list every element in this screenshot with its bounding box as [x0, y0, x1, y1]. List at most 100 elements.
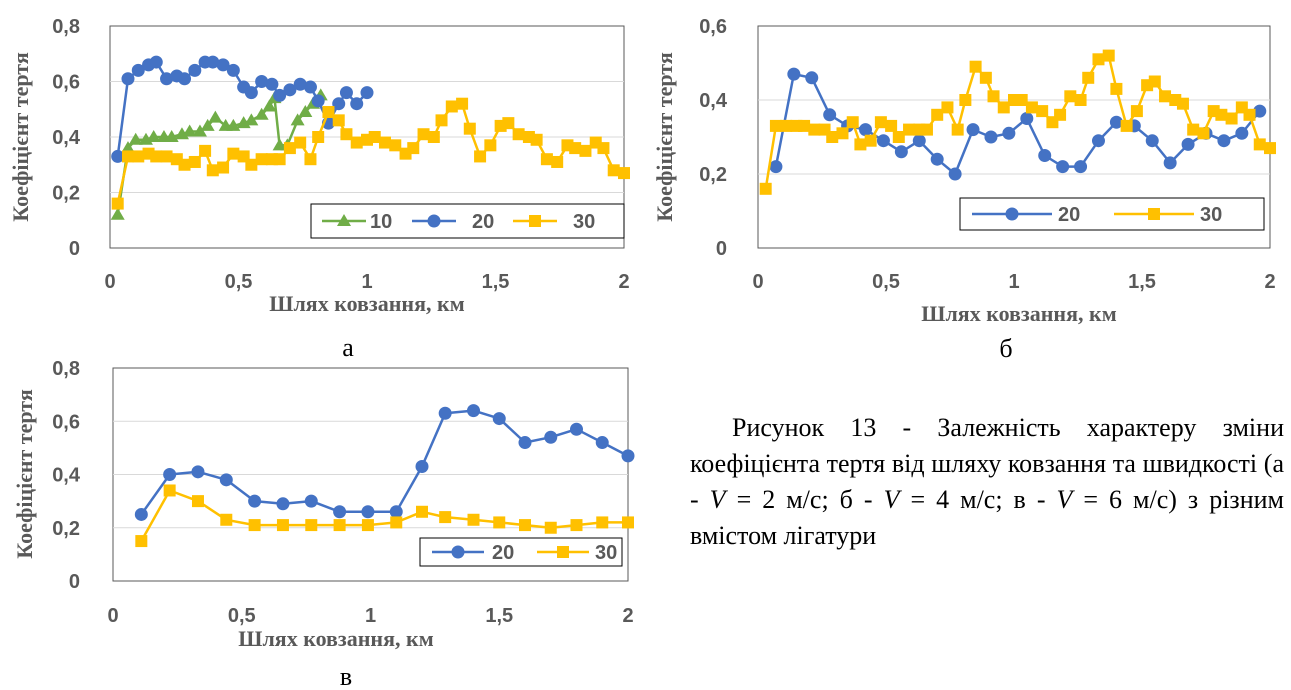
data-point — [435, 114, 448, 127]
data-point — [368, 131, 381, 143]
data-point — [1120, 119, 1133, 132]
data-point — [596, 516, 609, 529]
data-point — [298, 105, 313, 118]
series-30 — [135, 484, 634, 548]
caption-velocity-symbol-3: V — [1056, 485, 1073, 514]
data-point — [265, 77, 279, 91]
data-point — [502, 117, 515, 130]
data-point — [146, 130, 161, 142]
data-point — [1092, 53, 1105, 66]
data-point — [248, 519, 261, 532]
legend-marker-30 — [1148, 208, 1160, 220]
data-point — [244, 113, 259, 126]
panel-label: в — [340, 662, 352, 690]
y-tick-label: 0,2 — [52, 183, 80, 205]
series-20 — [111, 55, 374, 163]
data-point — [191, 465, 205, 479]
x-tick-label: 0,5 — [872, 271, 900, 293]
data-point — [854, 138, 867, 151]
x-tick-label: 0 — [107, 605, 118, 627]
data-point — [569, 142, 582, 155]
legend-label-30: 30 — [595, 542, 617, 564]
data-point — [276, 497, 290, 511]
y-tick-label: 0,4 — [52, 465, 81, 487]
data-point — [621, 449, 635, 463]
data-point — [607, 164, 620, 177]
data-point — [438, 406, 452, 420]
data-point — [874, 116, 887, 129]
data-point — [864, 134, 877, 147]
data-point — [836, 127, 849, 140]
data-point — [389, 139, 402, 152]
legend-marker-30 — [557, 546, 569, 558]
legend-marker-20 — [427, 214, 441, 228]
data-point — [333, 505, 347, 519]
data-point — [283, 142, 296, 155]
data-point — [912, 134, 926, 148]
x-axis-title: Шлях ковзання, км — [269, 291, 464, 316]
legend-label-20: 20 — [492, 542, 514, 564]
data-point — [350, 97, 364, 111]
data-point — [182, 124, 197, 137]
data-point — [474, 150, 487, 163]
x-axis-title: Шлях ковзання, км — [238, 626, 433, 651]
data-point — [769, 160, 783, 174]
data-point — [798, 119, 811, 132]
data-point — [597, 142, 610, 155]
data-point — [1264, 142, 1276, 155]
data-point — [876, 134, 890, 148]
legend-label-20: 20 — [472, 211, 494, 233]
data-point — [150, 150, 163, 163]
data-point — [805, 71, 819, 85]
data-point — [1020, 112, 1034, 125]
data-point — [1130, 105, 1143, 118]
data-point — [1091, 134, 1105, 148]
data-point — [311, 94, 325, 108]
legend-label-10: 10 — [370, 211, 392, 233]
legend-marker-20 — [451, 545, 465, 559]
data-point — [618, 167, 630, 180]
legend: 20 30 — [419, 537, 623, 567]
data-point — [920, 123, 933, 136]
legend-label-30: 30 — [573, 211, 595, 233]
data-point — [1082, 71, 1095, 84]
data-point — [389, 505, 403, 519]
data-point — [959, 94, 972, 106]
data-point — [494, 119, 507, 132]
data-point — [790, 119, 803, 132]
y-tick-label: 0,4 — [52, 127, 81, 149]
caption-part-3: = 4 м/с; в - — [899, 485, 1057, 514]
data-point — [111, 197, 124, 210]
y-tick-label: 0,2 — [52, 518, 80, 540]
data-point — [255, 153, 268, 166]
chart-panel-1: 0 0,2 0,4 0,6 0 0,5 1 1,5 2 Шлях ковзання, км Коеф… — [652, 16, 1276, 363]
data-point — [208, 110, 223, 123]
y-tick-label: 0 — [69, 571, 80, 593]
data-point — [206, 164, 219, 177]
y-tick-label: 0,8 — [52, 358, 80, 380]
data-point — [273, 88, 287, 102]
data-point — [570, 519, 583, 532]
data-point — [456, 97, 469, 110]
x-axis-title: Шлях ковзання, км — [921, 301, 1116, 326]
data-point — [1056, 160, 1070, 174]
x-tick-label: 2 — [618, 271, 629, 293]
data-point — [120, 141, 135, 154]
x-tick-label: 1,5 — [485, 605, 513, 627]
x-tick-label: 1,5 — [1128, 271, 1156, 293]
data-point — [969, 60, 982, 73]
data-point — [622, 516, 634, 529]
data-point — [1159, 90, 1172, 103]
data-point — [1074, 94, 1087, 106]
data-point — [1074, 160, 1088, 174]
data-point — [226, 63, 240, 77]
data-point — [121, 72, 135, 86]
data-point — [1197, 127, 1210, 140]
data-point — [1253, 138, 1266, 151]
data-point — [188, 63, 202, 77]
data-point — [339, 86, 353, 100]
data-point — [322, 106, 335, 119]
data-point — [987, 90, 1000, 103]
caption-part-1: Рисунок 13 - Залежність характеру зміни … — [690, 413, 1284, 514]
legend-marker-20 — [1005, 207, 1019, 221]
